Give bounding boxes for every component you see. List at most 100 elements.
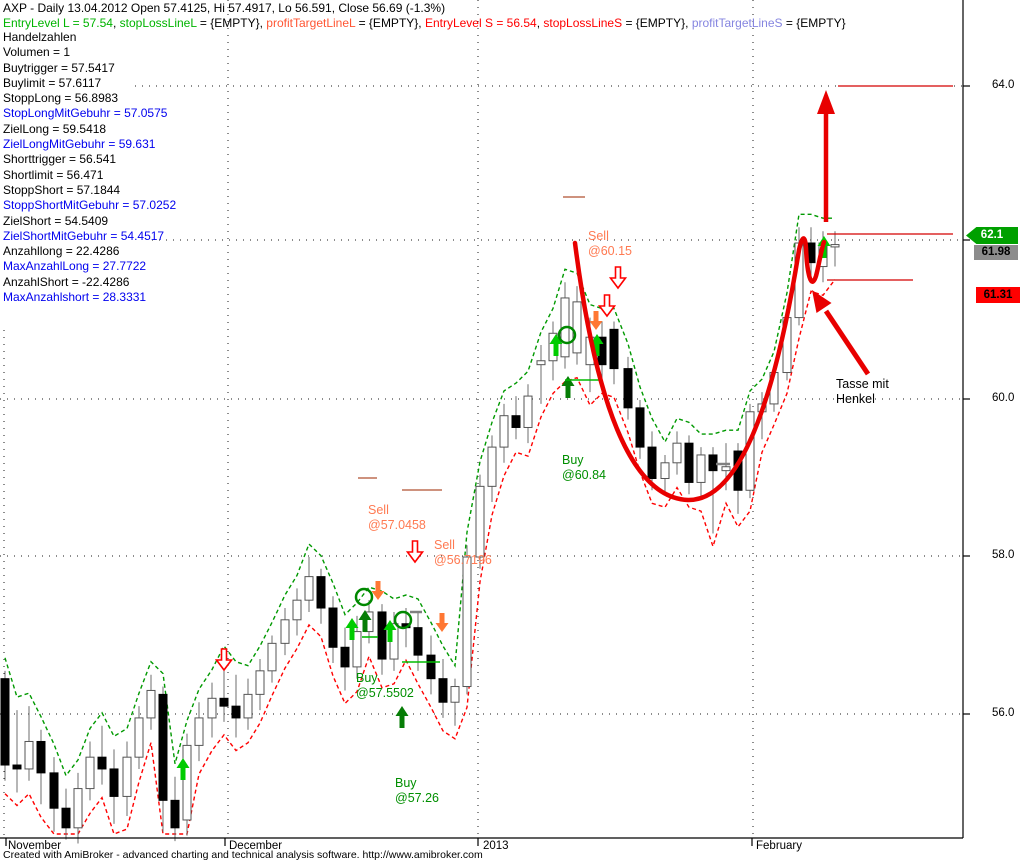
panel-line-2: Buytrigger = 57.5417 [3, 60, 115, 75]
candle-body [61, 807, 71, 829]
buy-arrow-icon [395, 706, 409, 728]
candle-body [684, 442, 694, 483]
param-segment-9: = {EMPTY}, [622, 16, 692, 30]
candle-body [36, 740, 46, 774]
panel-line-9: Shortlimit = 56.471 [3, 167, 104, 182]
candle-body [511, 415, 521, 428]
candle-body [219, 697, 229, 707]
month-label-2013: 2013 [483, 840, 509, 852]
candle-body [523, 395, 533, 428]
candle-body [438, 678, 448, 703]
candle-body [316, 576, 326, 609]
panel-line-12: ZielShort = 54.5409 [3, 213, 109, 228]
annotation-tasse-mit-6: Tasse mit Henkel [836, 377, 889, 406]
panel-line-17: MaxAnzahlshort = 28.3331 [3, 290, 147, 305]
trade-numbers-panel: Handelzahlen Volumen = 1 Buytrigger = 57.5… [3, 30, 176, 305]
candle-body [170, 799, 180, 829]
panel-line-7: ZielLongMitGebuhr = 59.631 [3, 137, 156, 152]
sell-filled-arrow-icon [371, 581, 385, 600]
candle-body [12, 764, 22, 770]
candle-body [487, 446, 497, 487]
annotation-sell-0: Sell @60.15 [588, 229, 632, 258]
panel-line-5: StopLongMitGebuhr = 57.0575 [3, 106, 168, 121]
buy-arrow-icon [176, 758, 190, 780]
candle-body [304, 576, 314, 601]
candle-body [340, 646, 350, 668]
param-segment-3: = {EMPTY}, [196, 16, 267, 30]
candle-body [572, 301, 582, 354]
param-segment-5: = {EMPTY}, [355, 16, 425, 30]
buy-arrow-icon [383, 620, 397, 642]
param-segment-11: = {EMPTY} [782, 16, 846, 30]
sell-hollow-arrow-icon [608, 266, 628, 290]
annotation-sell-2: Sell @57.0458 [368, 503, 426, 532]
candle-body [328, 607, 338, 648]
candle-body [243, 693, 253, 719]
buy-arrow-icon [358, 610, 372, 632]
panel-line-16: AnzahlShort = -22.4286 [3, 274, 130, 289]
panel-line-1: Volumen = 1 [3, 45, 71, 60]
candle-body [660, 462, 670, 479]
panel-line-13: ZielShortMitGebuhr = 54.4517 [3, 228, 165, 243]
param-segment-10: profitTargetLineS [691, 16, 783, 30]
price-tag-62.1: 62.1 [966, 227, 1018, 244]
month-label-February: February [756, 840, 803, 852]
candle-body [73, 788, 83, 829]
candle-body [830, 244, 840, 248]
param-segment-7: , [536, 16, 544, 30]
candle-body [267, 642, 277, 672]
candle-body [672, 442, 682, 464]
candle-body [635, 407, 645, 448]
chart-title: AXP - Daily 13.04.2012 Open 57.4125, Hi … [3, 1, 446, 15]
panel-line-8: Shorttrigger = 56.541 [3, 152, 117, 167]
price-tag-61.98: 61.98 [974, 245, 1018, 260]
param-segment-2: stopLossLineL [119, 16, 197, 30]
candle-body [49, 772, 59, 809]
candle-body [109, 768, 119, 797]
candle-body [450, 686, 460, 703]
candle-body [647, 446, 657, 480]
candle-body [696, 454, 706, 483]
candle-body [292, 599, 302, 621]
month-label-December: December [229, 840, 283, 852]
panel-line-10: StoppShort = 57.1844 [3, 182, 121, 197]
buy-arrow-icon [345, 618, 359, 640]
signal-circle-icon [393, 610, 413, 630]
buy-arrow-icon [590, 334, 604, 356]
lower-band-line [4, 279, 836, 835]
sell-hollow-arrow-icon [214, 648, 234, 672]
candle-body [122, 756, 132, 797]
candle-body [280, 619, 290, 644]
candle-body [475, 485, 485, 558]
y-axis-label: 58.0 [992, 549, 1015, 561]
price-tag-61.31: 61.31 [976, 287, 1020, 303]
pointer-arrow-shaft [823, 309, 871, 376]
annotation-buy-5: Buy @57.26 [395, 776, 439, 805]
param-segment-4: profitTargetLineL [266, 16, 356, 30]
candle-body [0, 678, 10, 766]
sell-hollow-arrow-icon [597, 294, 617, 318]
candle-body [536, 360, 546, 366]
candle-body [462, 556, 472, 688]
candle-body [255, 670, 265, 695]
sell-filled-arrow-icon [589, 311, 603, 330]
candle-body [85, 756, 95, 790]
candle-body [623, 368, 633, 409]
candle-body [194, 717, 204, 746]
annotation-buy-4: Buy @57.5502 [356, 671, 414, 700]
candle-body [609, 328, 619, 370]
candle-body [207, 697, 217, 719]
candle-body [158, 693, 168, 801]
panel-line-6: ZielLong = 59.5418 [3, 121, 107, 136]
candle-body [231, 705, 241, 719]
amibroker-credit: Created with AmiBroker - advanced charti… [3, 849, 483, 861]
panel-line-0: Handelzahlen [3, 30, 77, 44]
candle-body [134, 717, 144, 758]
panel-line-14: Anzahllong = 22.4286 [3, 244, 120, 259]
candle-body [97, 756, 107, 770]
panel-line-15: MaxAnzahlLong = 27.7722 [3, 259, 147, 274]
candle-body [377, 611, 387, 660]
y-axis-label: 64.0 [992, 79, 1015, 91]
